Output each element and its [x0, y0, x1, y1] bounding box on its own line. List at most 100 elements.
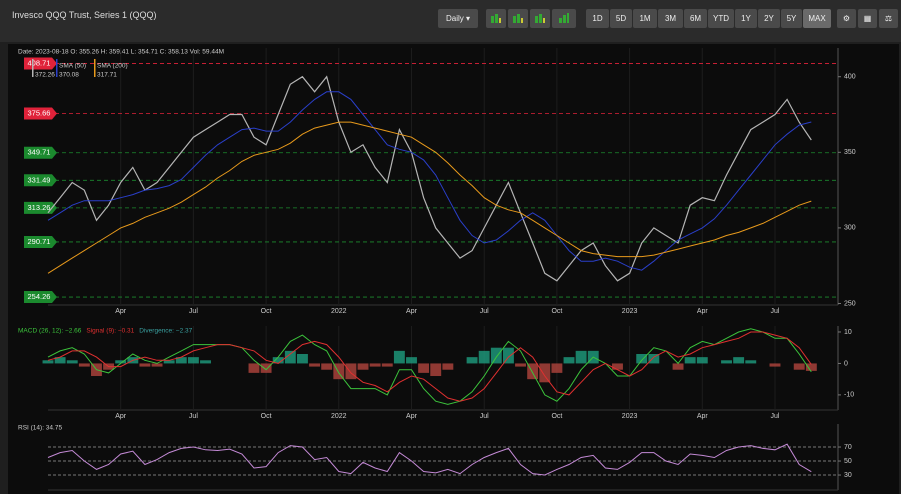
histogram-bar — [163, 360, 175, 364]
y-tick-label: 30 — [844, 472, 852, 479]
ohlc-info: Date: 2023-08-18 O: 355.26 H: 359.41 L: … — [18, 49, 224, 56]
interval-label: Daily — [445, 14, 464, 23]
x-tick-label: 2022 — [331, 413, 347, 420]
histogram-bar — [139, 363, 151, 367]
icon-button[interactable] — [530, 9, 550, 28]
histogram-bar — [515, 363, 526, 367]
series-line — [47, 331, 812, 402]
histogram-bar — [260, 363, 272, 373]
icon — [491, 14, 501, 23]
legend-swatch — [32, 59, 34, 77]
range-button[interactable]: 5D — [610, 9, 632, 28]
histogram-bar — [648, 354, 660, 364]
x-tick-label: Apr — [697, 413, 709, 420]
histogram-bar — [539, 363, 551, 383]
range-button[interactable]: 1Y — [735, 9, 757, 28]
macd-legend: Divergence: −2.37 — [139, 328, 192, 335]
histogram-bar — [333, 363, 345, 380]
icon-button[interactable] — [552, 9, 576, 28]
histogram-bar — [721, 360, 732, 364]
histogram-bar — [612, 363, 623, 370]
icon — [535, 14, 545, 23]
panel-label: RSI (14): 34.75 — [18, 425, 62, 432]
range-button[interactable]: YTD — [708, 9, 734, 28]
x-tick-label: Apr — [115, 413, 127, 420]
histogram-bar — [248, 363, 260, 373]
histogram-bar — [563, 357, 575, 364]
x-tick-label: Apr — [406, 413, 418, 420]
histogram-bar — [406, 357, 417, 364]
x-tick-label: Jul — [480, 413, 489, 420]
level-tag — [24, 107, 57, 120]
level-tag — [24, 201, 57, 214]
y-tick-label: 250 — [844, 300, 856, 307]
histogram-bar — [284, 350, 296, 364]
level-label: 331.49 — [28, 175, 51, 184]
x-tick-label: Apr — [406, 308, 418, 315]
series-line — [47, 75, 812, 282]
chart-area: Apr Jul Oct 2022 Apr Jul Oct 2023 Apr Jul25030035… — [8, 44, 899, 494]
range-button[interactable]: MAX — [803, 9, 831, 28]
y-tick-label: 400 — [844, 74, 856, 81]
level-label: 313.26 — [28, 203, 51, 212]
x-tick-label: Jul — [771, 413, 780, 420]
histogram-bar — [696, 357, 708, 364]
histogram-bar — [381, 363, 393, 367]
histogram-bar — [527, 363, 539, 380]
range-button[interactable]: 6M — [684, 9, 707, 28]
histogram-bar — [418, 363, 430, 373]
legend-name: SMA (50) — [59, 63, 86, 70]
interval-select[interactable]: Daily ▾ — [438, 9, 478, 28]
histogram-bar — [502, 347, 514, 364]
histogram-bar — [296, 354, 308, 364]
histogram-bar — [272, 357, 284, 364]
legend-swatch — [56, 59, 58, 77]
histogram-bar — [66, 360, 78, 364]
calc-button[interactable]: ▦ — [858, 9, 877, 28]
series-line — [47, 91, 812, 271]
histogram-bar — [187, 357, 199, 364]
histogram-bar — [357, 363, 369, 370]
level-label: 349.71 — [28, 148, 51, 157]
histogram-bar — [430, 363, 442, 377]
range-button[interactable]: 1M — [633, 9, 657, 28]
icon — [559, 13, 569, 23]
range-button[interactable]: 5Y — [781, 9, 802, 28]
range-button[interactable]: 2Y — [758, 9, 780, 28]
level-tag — [24, 174, 57, 187]
series-line — [47, 443, 812, 476]
x-tick-label: 2022 — [331, 308, 347, 315]
histogram-bar — [551, 363, 563, 373]
y-tick-label: 0 — [844, 360, 848, 367]
compare-button[interactable]: ⚖ — [879, 9, 898, 28]
icon-button[interactable] — [508, 9, 528, 28]
legend-name: SMA (200) — [97, 63, 128, 70]
x-tick-label: Oct — [261, 308, 272, 315]
macd-legend: MACD (26, 12): −2.66 — [18, 328, 82, 335]
legend-swatch — [94, 59, 96, 77]
histogram-bar — [151, 363, 163, 367]
range-button[interactable]: 3M — [658, 9, 683, 28]
histogram-bar — [42, 360, 54, 364]
x-tick-label: Jul — [189, 308, 198, 315]
y-tick-label: -10 — [844, 392, 854, 399]
legend-value: 372.26 — [35, 72, 55, 79]
legend-value: 317.71 — [97, 72, 117, 79]
icon — [513, 14, 523, 23]
histogram-bar — [345, 363, 357, 380]
x-tick-label: Jul — [189, 413, 198, 420]
histogram-bar — [175, 357, 187, 364]
histogram-bar — [54, 357, 66, 364]
x-tick-label: Oct — [551, 308, 562, 315]
x-tick-label: Jul — [771, 308, 780, 315]
histogram-bar — [769, 363, 781, 367]
level-tag — [24, 146, 57, 159]
range-button[interactable]: 1D — [586, 9, 609, 28]
histogram-bar — [393, 350, 405, 364]
settings-button[interactable]: ⚙ — [837, 9, 856, 28]
x-tick-label: Apr — [115, 308, 127, 315]
histogram-bar — [200, 360, 211, 364]
level-label: 290.71 — [28, 237, 51, 246]
histogram-bar — [478, 350, 490, 364]
icon-button[interactable] — [486, 9, 506, 28]
